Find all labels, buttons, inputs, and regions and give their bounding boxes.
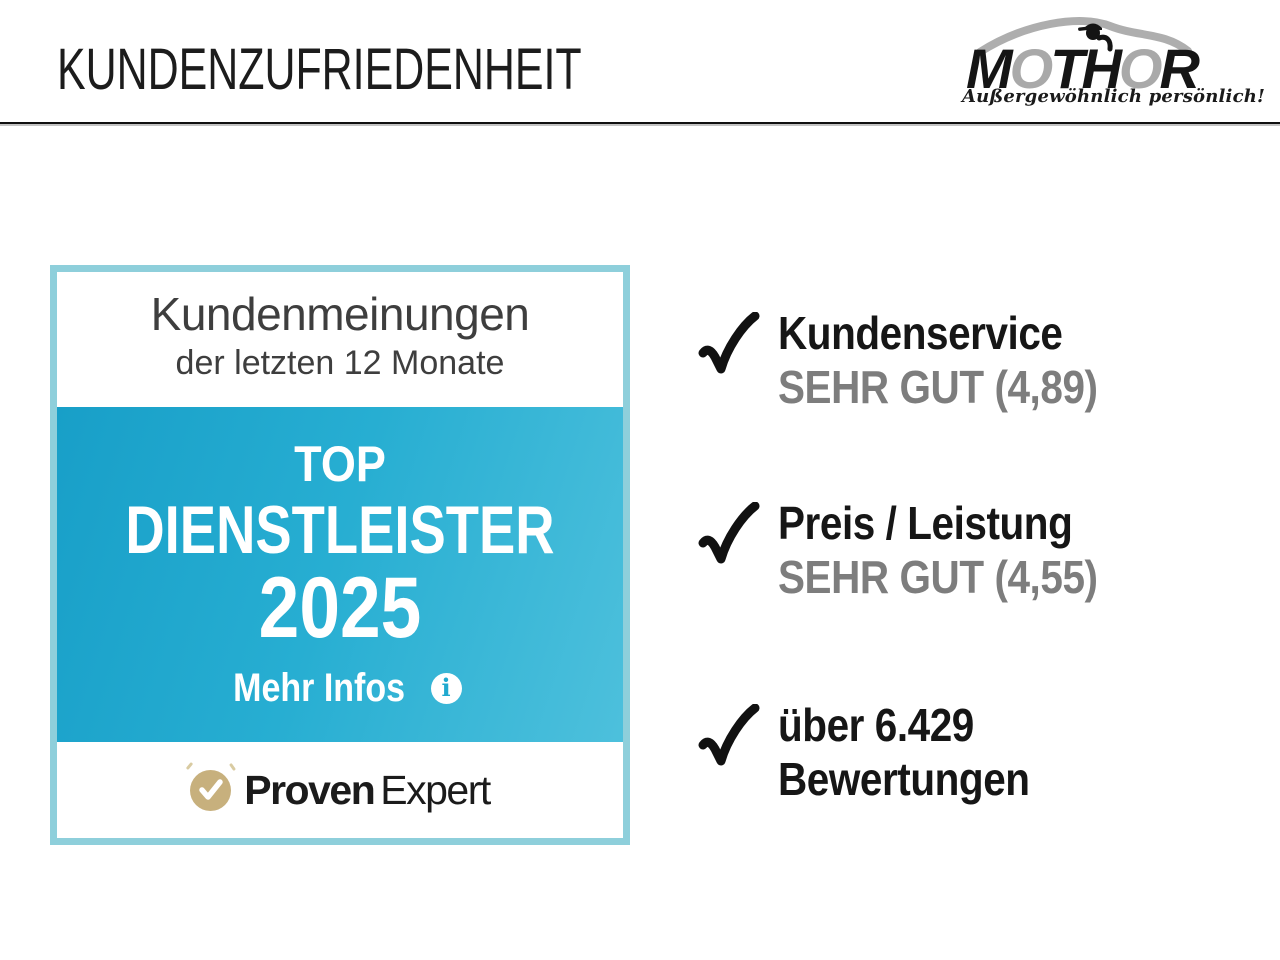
info-icon: i <box>430 672 462 704</box>
sparkle-icon <box>186 761 194 770</box>
driver-figure-icon <box>1078 23 1113 52</box>
rating-label-line2: Bewertungen <box>778 753 1030 805</box>
sparkle-icon <box>229 762 237 771</box>
badge-header: Kundenmeinungen der letzten 12 Monate <box>57 272 623 407</box>
rating-item-kundenservice: Kundenservice SEHR GUT (4,89) <box>698 306 1141 414</box>
badge-title-line1: Kundenmeinungen <box>150 288 530 340</box>
rating-item-preis-leistung: Preis / Leistung SEHR GUT (4,55) <box>698 496 1141 604</box>
checkmark-icon <box>698 502 760 564</box>
provenexpert-word2: Expert <box>380 766 491 813</box>
checkmark-icon <box>698 704 760 766</box>
provenexpert-check-icon <box>186 761 237 811</box>
rating-value: SEHR GUT (4,55) <box>778 551 1098 603</box>
brand-letter: T <box>1050 37 1084 100</box>
brand-letter: R <box>1159 37 1199 100</box>
award-line-top: TOP <box>294 436 386 492</box>
mothor-logo: MOTHOR Außergewöhnlich persönlich! <box>948 10 1266 116</box>
car-silhouette-icon <box>976 17 1192 56</box>
checkmark-icon <box>698 312 760 374</box>
header-divider <box>0 122 1280 126</box>
rating-label: Kundenservice <box>778 307 1063 359</box>
more-info-button[interactable]: Mehr Infos i <box>57 668 623 708</box>
award-line-year: 2025 <box>258 560 422 656</box>
badge-award-panel: TOP DIENSTLEISTER 2025 Mehr Infos i <box>57 407 623 742</box>
rating-value: SEHR GUT (4,89) <box>778 361 1098 413</box>
page-title: KUNDENZUFRIEDENHEIT <box>57 37 582 102</box>
brand-letter: H <box>1081 37 1121 100</box>
brand-tagline: Außergewöhnlich persönlich! <box>962 86 1266 107</box>
brand-letter: M <box>966 37 1013 100</box>
provenexpert-logo[interactable]: Proven Expert <box>57 742 623 838</box>
award-line-dienstleister: DIENSTLEISTER <box>125 492 555 568</box>
provenexpert-wordmark: Proven Expert <box>244 766 491 814</box>
rating-item-bewertungen: über 6.429 Bewertungen <box>698 698 1064 806</box>
more-info-label: Mehr Infos <box>233 666 406 710</box>
rating-label: über 6.429 <box>778 699 974 751</box>
provenexpert-word1: Proven <box>244 766 376 813</box>
badge-title-line2: der letzten 12 Monate <box>175 344 505 382</box>
brand-letter: O <box>1009 37 1054 100</box>
rating-label: Preis / Leistung <box>778 497 1073 549</box>
provenexpert-badge[interactable]: Kundenmeinungen der letzten 12 Monate TO… <box>50 265 630 845</box>
brand-letter: O <box>1118 37 1163 100</box>
brand-wordmark: MOTHOR <box>966 36 1200 101</box>
